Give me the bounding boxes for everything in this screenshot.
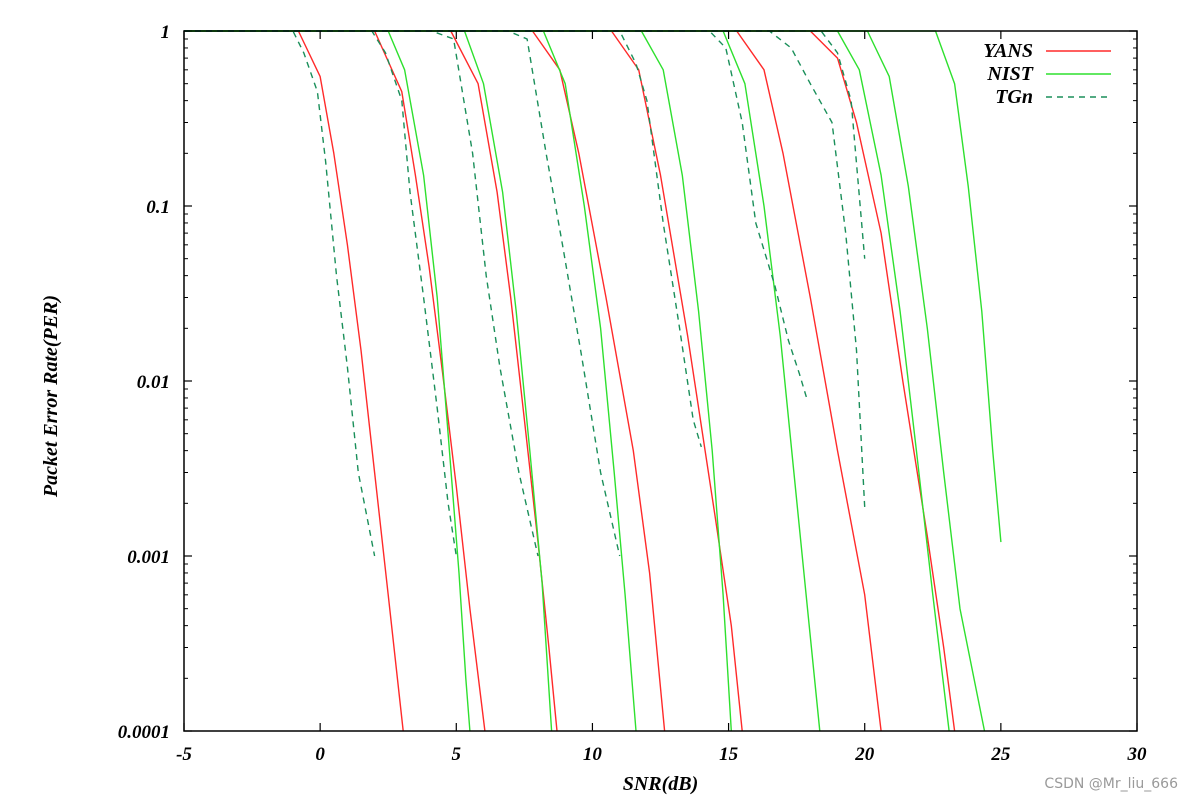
x-tick-label: 15	[719, 744, 739, 765]
y-tick-label: 0.0001	[118, 722, 170, 743]
tgn-curve-2	[184, 30, 457, 557]
yans-curve-1	[184, 30, 404, 732]
yans-curve-5	[184, 30, 743, 732]
yans-curve-4	[184, 30, 666, 732]
nist-curve-3	[184, 30, 637, 732]
tgn-curve-5	[184, 30, 702, 448]
yans-curve-6	[184, 30, 882, 732]
axis-ticks: -5 0 5 10 15 20 25 30 1 0.1 0.01 0.001 0.0001	[118, 22, 1147, 765]
legend-label-yans: YANS	[983, 40, 1033, 62]
y-tick-label: 0.01	[137, 372, 170, 393]
yans-curve-2	[184, 30, 486, 732]
y-tick-label: 1	[161, 22, 171, 43]
x-tick-label: 20	[854, 744, 875, 765]
tgn-curve-7	[184, 30, 866, 508]
y-tick-label: 0.001	[127, 547, 170, 568]
x-tick-label: 10	[583, 744, 603, 765]
nist-curve-2	[184, 30, 553, 732]
watermark: CSDN @Mr_liu_666	[1044, 776, 1178, 792]
x-tick-label: 5	[452, 744, 462, 765]
nist-curve-5	[184, 30, 821, 732]
legend-label-tgn: TGn	[995, 86, 1033, 108]
nist-curve-7	[184, 30, 986, 732]
legend-label-nist: NIST	[986, 63, 1033, 85]
plot-frame	[183, 30, 1138, 732]
x-tick-label: 0	[315, 744, 325, 765]
yans-curve-3	[184, 30, 558, 732]
nist-curve-4	[184, 30, 732, 732]
nist-curve-6	[184, 30, 950, 732]
y-axis-title: Packet Error Rate(PER)	[40, 295, 62, 498]
tgn-curve-4	[184, 30, 621, 557]
x-tick-label: -5	[176, 744, 192, 765]
tgn-curve-8	[184, 30, 866, 259]
tgn-curve-6	[184, 30, 809, 402]
y-tick-label: 0.1	[146, 197, 170, 218]
yans-curve-7	[184, 30, 956, 732]
nist-curve-1	[184, 30, 471, 732]
tgn-curve-1	[184, 30, 376, 557]
x-tick-label: 25	[990, 744, 1011, 765]
x-axis-title: SNR(dB)	[623, 773, 699, 795]
tgn-curve-3	[184, 30, 539, 557]
curves-layer	[184, 30, 1002, 732]
nist-curve-8	[184, 30, 1002, 543]
x-tick-label: 30	[1127, 744, 1148, 765]
